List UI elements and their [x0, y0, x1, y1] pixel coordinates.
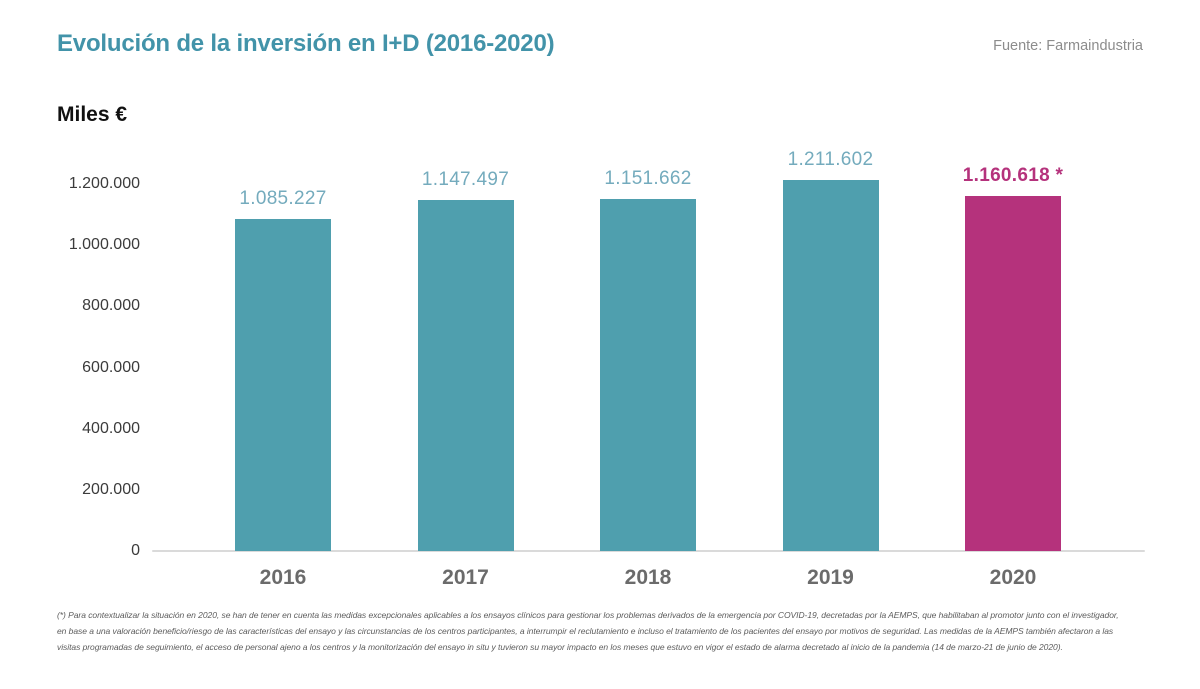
- footnote-line: visitas programadas de seguimiento, el a…: [57, 642, 1063, 653]
- bar-value-label: 1.211.602: [787, 149, 874, 170]
- bar-value-label: 1.085.227: [239, 188, 327, 209]
- bar-value-label: 1.160.618 *: [962, 165, 1064, 186]
- bar-2018: [600, 199, 696, 551]
- x-axis-category-label: 2018: [624, 566, 672, 589]
- x-axis-category-label: 2020: [989, 566, 1037, 589]
- y-tick-label: 200.000: [82, 480, 140, 498]
- chart-title: Evolución de la inversión en I+D (2016-2…: [57, 30, 555, 57]
- y-tick-label: 800.000: [82, 297, 140, 315]
- y-tick-label: 0: [131, 542, 140, 559]
- y-axis-tick-labels: 0 200.000 400.000 600.000 800.000 1.000.000 1.…: [40, 175, 140, 559]
- bar-2017: [417, 200, 514, 551]
- bar-group-2019: 1.211.602 2019: [782, 149, 879, 589]
- footnote-line: en base a una valoración beneficio/riesg…: [57, 626, 1114, 637]
- bar-2016: [235, 219, 331, 551]
- bar-2020: [965, 196, 1061, 551]
- y-axis-unit-label: Miles €: [57, 103, 128, 126]
- x-axis-baseline: [152, 550, 1145, 552]
- y-tick-label: 1.200.000: [68, 175, 140, 192]
- bar-group-2018: 1.151.662 2018: [600, 168, 696, 589]
- x-axis-category-label: 2016: [259, 566, 307, 589]
- x-axis-category-label: 2019: [807, 566, 854, 589]
- bar-series: 1.085.227 2016 1.147.497 2017 1.151.662 2018 1…: [235, 149, 1063, 589]
- y-tick-label: 600.000: [82, 358, 140, 376]
- bar-group-2017: 1.147.497 2017: [417, 169, 514, 589]
- y-tick-label: 1.000.000: [68, 236, 140, 254]
- bar-value-label: 1.151.662: [604, 168, 692, 189]
- x-axis-category-label: 2017: [442, 566, 489, 589]
- y-tick-label: 400.000: [82, 419, 140, 437]
- footnote-line: (*) Para contextualizar la situación en …: [57, 610, 1119, 620]
- bar-2019: [782, 180, 879, 551]
- bar-value-label: 1.147.497: [421, 169, 510, 190]
- bar-group-2020: 1.160.618 * 2020: [963, 165, 1063, 589]
- source-credit: Fuente: Farmaindustria: [993, 38, 1143, 54]
- bar-group-2016: 1.085.227 2016: [235, 184, 331, 589]
- footnote: (*) Para contextualizar la situación en …: [57, 607, 1147, 656]
